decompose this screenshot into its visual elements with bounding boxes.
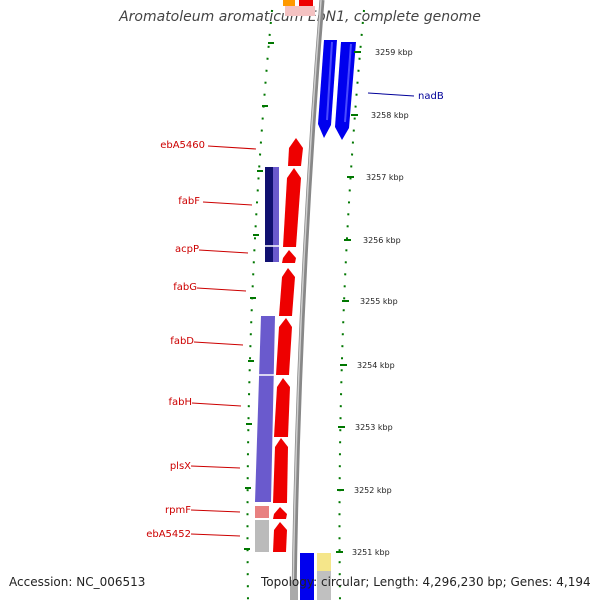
tick-label: 3258 kbp: [371, 111, 409, 120]
cog-bar-fabD-to-plsX: [255, 316, 275, 502]
gene-bottom-blue: [300, 553, 314, 600]
leader-line: [190, 465, 241, 469]
leader-line: [367, 92, 415, 97]
leader-line: [202, 201, 253, 206]
gene-labels: ebA5460 fabF acpP fabG fabD fabH plsX rp…: [146, 91, 444, 540]
leader-line: [190, 509, 241, 513]
tick-label: 3252 kbp: [354, 486, 392, 495]
partial-gene-red: [299, 0, 313, 6]
inner-ticks: [244, 42, 274, 550]
gene-ebA5452: [273, 522, 287, 552]
gene-rpmF: [273, 507, 287, 519]
gene-label-rpmF[interactable]: rpmF: [165, 505, 191, 516]
gene-nadB-b: [335, 42, 356, 140]
leader-line: [190, 533, 241, 537]
tick-label: 3253 kbp: [355, 423, 393, 432]
gene-label-fabF[interactable]: fabF: [178, 196, 200, 207]
gene-fabH: [274, 378, 290, 437]
scale-ticks: 3259 kbp 3258 kbp 3257 kbp 3256 kbp 3255…: [336, 48, 413, 557]
tick-label: 3259 kbp: [375, 48, 413, 57]
gene-ebA5460: [288, 138, 303, 166]
cog-bar-ebA5452: [255, 520, 269, 552]
genome-backbone-highlight: [292, 0, 322, 600]
gene-acpP: [282, 250, 296, 263]
gene-label-fabG[interactable]: fabG: [173, 282, 197, 293]
cog-bar-rpmF: [255, 506, 269, 518]
gene-plsX: [273, 438, 288, 503]
topology-text: Topology: circular; Length: 4,296,230 bp…: [261, 575, 591, 589]
tick-label: 3257 kbp: [366, 173, 404, 182]
gene-label-ebA5452[interactable]: ebA5452: [146, 529, 191, 540]
gene-bottom-gray: [317, 571, 331, 600]
gene-label-nadB[interactable]: nadB: [418, 91, 444, 102]
leader-line: [198, 249, 249, 254]
gene-nadB-a: [318, 40, 337, 138]
partial-gene-pink: [285, 6, 315, 16]
gene-bottom-gray-left: [290, 580, 298, 600]
gene-fabD: [276, 318, 292, 375]
gene-label-fabH[interactable]: fabH: [168, 397, 192, 408]
cog-bar-fabF-purple: [273, 167, 279, 262]
tick-label: 3256 kbp: [363, 236, 401, 245]
gene-label-plsX[interactable]: plsX: [170, 461, 191, 472]
leader-line: [196, 287, 247, 292]
gene-bottom-yellow: [317, 553, 331, 571]
tick-label: 3251 kbp: [352, 548, 390, 557]
gene-fabG: [279, 268, 295, 316]
leader-line: [193, 341, 244, 346]
gene-nadB-shade-a: [326, 41, 333, 121]
tick-label: 3254 kbp: [357, 361, 395, 370]
gene-fabF: [283, 168, 301, 247]
leader-line: [207, 145, 257, 150]
partial-gene-orange: [283, 0, 295, 6]
gene-label-ebA5460[interactable]: ebA5460: [160, 140, 205, 151]
genome-backbone: [291, 0, 325, 600]
leader-line: [191, 402, 242, 407]
tick-label: 3255 kbp: [360, 297, 398, 306]
genome-title: Aromatoleum aromaticum EbN1, complete ge…: [119, 9, 481, 25]
gene-label-acpP[interactable]: acpP: [175, 244, 199, 255]
accession-text: Accession: NC_006513: [9, 575, 146, 589]
gene-label-fabD[interactable]: fabD: [170, 336, 194, 347]
gene-nadB-shade-b: [344, 43, 352, 123]
